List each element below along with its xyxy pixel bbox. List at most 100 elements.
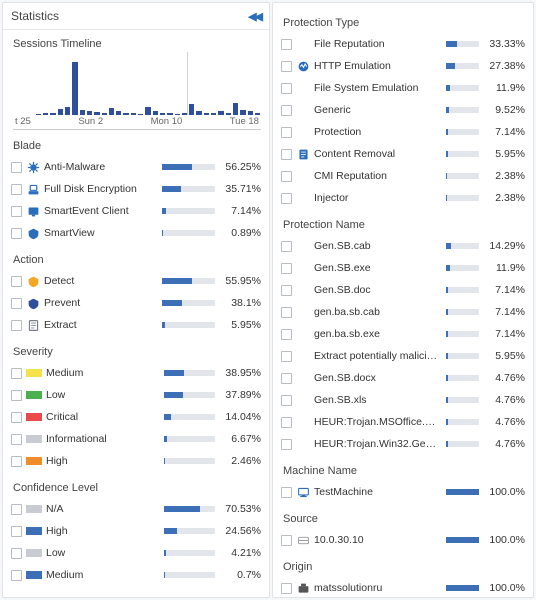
row-checkbox[interactable]	[281, 439, 292, 450]
details-body: Protection TypeFile Reputation33.33%HTTP…	[273, 3, 533, 597]
row-checkbox[interactable]	[11, 298, 22, 309]
collapse-icon[interactable]: ◀◀	[248, 10, 261, 23]
row-label: N/A	[46, 503, 156, 515]
stat-row[interactable]: CMI Reputation2.38%	[281, 165, 531, 187]
stat-row[interactable]: Low4.21%	[11, 542, 267, 564]
row-checkbox[interactable]	[11, 184, 22, 195]
row-bar	[162, 300, 215, 306]
stat-row[interactable]: gen.ba.sb.exe7.14%	[281, 323, 531, 345]
row-pct: 4.76%	[487, 416, 531, 428]
stat-row[interactable]: Anti-Malware56.25%	[11, 156, 267, 178]
group-title: Blade	[11, 140, 267, 152]
stat-row[interactable]: High24.56%	[11, 520, 267, 542]
stat-row[interactable]: Gen.SB.exe11.9%	[281, 257, 531, 279]
row-checkbox[interactable]	[11, 570, 22, 581]
row-checkbox[interactable]	[281, 417, 292, 428]
stat-row[interactable]: Medium0.7%	[11, 564, 267, 586]
row-label: gen.ba.sb.cab	[314, 306, 438, 318]
row-checkbox[interactable]	[281, 171, 292, 182]
row-label: HTTP Emulation	[314, 60, 438, 72]
row-checkbox[interactable]	[11, 504, 22, 515]
row-checkbox[interactable]	[281, 583, 292, 594]
row-checkbox[interactable]	[281, 105, 292, 116]
row-checkbox[interactable]	[281, 39, 292, 50]
stat-row[interactable]: Generic9.52%	[281, 99, 531, 121]
stat-row[interactable]: matssolutionru100.0%	[281, 577, 531, 597]
row-checkbox[interactable]	[11, 434, 22, 445]
stat-row[interactable]: Extract5.95%	[11, 314, 267, 336]
row-label: Gen.SB.cab	[314, 240, 438, 252]
row-bar	[162, 186, 215, 192]
severity-swatch	[26, 571, 42, 579]
stat-row[interactable]: HEUR:Trojan.Win32.Gene…4.76%	[281, 433, 531, 455]
smartevent-icon	[26, 204, 40, 218]
stat-row[interactable]: Prevent38.1%	[11, 292, 267, 314]
stat-row[interactable]: File System Emulation11.9%	[281, 77, 531, 99]
row-checkbox[interactable]	[11, 228, 22, 239]
stat-row[interactable]: gen.ba.sb.cab7.14%	[281, 301, 531, 323]
stat-row[interactable]: TestMachine 100.0%	[281, 481, 531, 503]
row-checkbox[interactable]	[281, 351, 292, 362]
row-pct: 100.0%	[487, 534, 531, 546]
row-checkbox[interactable]	[281, 307, 292, 318]
stat-row[interactable]: Detect55.95%	[11, 270, 267, 292]
stat-row[interactable]: Medium38.95%	[11, 362, 267, 384]
row-checkbox[interactable]	[11, 206, 22, 217]
stat-row[interactable]: SmartEvent Client7.14%	[11, 200, 267, 222]
stat-row[interactable]: Injector2.38%	[281, 187, 531, 209]
row-label: TestMachine	[314, 486, 438, 498]
stat-row[interactable]: Extract potentially malici…5.95%	[281, 345, 531, 367]
row-checkbox[interactable]	[281, 149, 292, 160]
stat-row[interactable]: Gen.SB.docx4.76%	[281, 367, 531, 389]
row-checkbox[interactable]	[11, 526, 22, 537]
stat-row[interactable]: Gen.SB.doc7.14%	[281, 279, 531, 301]
stat-row[interactable]: HTTP Emulation27.38%	[281, 55, 531, 77]
row-label: File Reputation	[314, 38, 438, 50]
stat-row[interactable]: Gen.SB.cab14.29%	[281, 235, 531, 257]
stat-group: Protection NameGen.SB.cab14.29%Gen.SB.ex…	[281, 219, 531, 455]
stat-row[interactable]: Critical14.04%	[11, 406, 267, 428]
row-checkbox[interactable]	[281, 373, 292, 384]
stat-row[interactable]: Informational6.67%	[11, 428, 267, 450]
row-bar	[446, 151, 479, 157]
stat-row[interactable]: Content Removal5.95%	[281, 143, 531, 165]
row-checkbox[interactable]	[11, 456, 22, 467]
row-bar	[446, 441, 479, 447]
stat-row[interactable]: Low37.89%	[11, 384, 267, 406]
row-checkbox[interactable]	[11, 548, 22, 559]
group-title: Protection Type	[281, 17, 531, 29]
row-checkbox[interactable]	[281, 395, 292, 406]
stat-row[interactable]: Full Disk Encryption35.71%	[11, 178, 267, 200]
row-checkbox[interactable]	[281, 263, 292, 274]
row-checkbox[interactable]	[281, 127, 292, 138]
stat-group: SeverityMedium38.95%Low37.89%Critical14.…	[11, 346, 267, 472]
row-checkbox[interactable]	[281, 193, 292, 204]
stat-row[interactable]: 10.0.30.10100.0%	[281, 529, 531, 551]
row-checkbox[interactable]	[11, 368, 22, 379]
row-checkbox[interactable]	[281, 61, 292, 72]
row-checkbox[interactable]	[11, 412, 22, 423]
stat-row[interactable]: SmartView0.89%	[11, 222, 267, 244]
row-checkbox[interactable]	[281, 329, 292, 340]
timeline-chart[interactable]: t 25Sun 2Mon 10Tue 18	[13, 52, 261, 130]
row-checkbox[interactable]	[281, 83, 292, 94]
stat-row[interactable]: HEUR:Trojan.MSOffice.S…4.76%	[281, 411, 531, 433]
stat-row[interactable]: Gen.SB.xls4.76%	[281, 389, 531, 411]
row-checkbox[interactable]	[281, 285, 292, 296]
stat-row[interactable]: N/A70.53%	[11, 498, 267, 520]
row-checkbox[interactable]	[11, 276, 22, 287]
row-bar	[164, 370, 215, 376]
stat-row[interactable]: File Reputation33.33%	[281, 33, 531, 55]
stat-row[interactable]: High2.46%	[11, 450, 267, 472]
row-label: Gen.SB.doc	[314, 284, 438, 296]
severity-swatch	[26, 549, 42, 557]
row-checkbox[interactable]	[11, 162, 22, 173]
row-checkbox[interactable]	[281, 535, 292, 546]
row-checkbox[interactable]	[281, 487, 292, 498]
row-checkbox[interactable]	[11, 320, 22, 331]
stat-row[interactable]: Protection7.14%	[281, 121, 531, 143]
row-bar	[164, 528, 215, 534]
row-checkbox[interactable]	[11, 390, 22, 401]
row-checkbox[interactable]	[281, 241, 292, 252]
row-pct: 100.0%	[487, 486, 531, 498]
